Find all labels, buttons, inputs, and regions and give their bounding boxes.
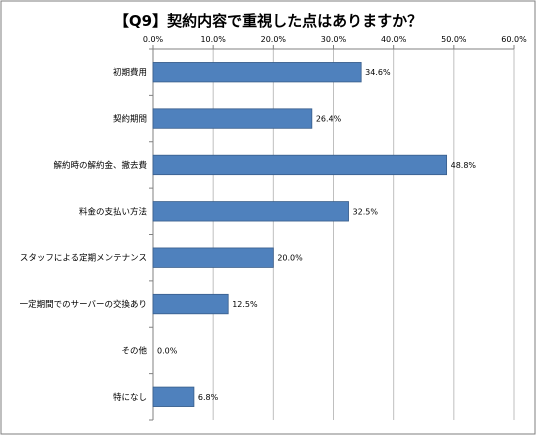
bar: [152, 247, 274, 268]
bar: [152, 108, 313, 129]
x-tick-label: 30.0%: [321, 35, 347, 44]
bar: [152, 293, 229, 315]
data-label: 32.5%: [353, 207, 379, 216]
bar: [152, 62, 362, 83]
x-tick-label: 60.0%: [501, 35, 527, 44]
category-label: 特になし: [113, 392, 147, 403]
chart-title: 【Q9】契約内容で重視した点はありますか？: [114, 12, 422, 30]
category-label: 一定期間でのサーバーの交換あり: [20, 299, 147, 310]
category-label: 契約期間: [113, 114, 147, 125]
x-tick-label: 50.0%: [441, 35, 467, 44]
category-label: 解約時の解約金、撤去費: [53, 160, 147, 171]
category-label: 料金の支払い方法: [79, 206, 147, 217]
category-label: スタッフによる定期メンテナンス: [20, 253, 147, 264]
category-label: 初期費用: [113, 67, 147, 78]
data-label: 6.8%: [198, 393, 219, 402]
bar: [152, 201, 349, 222]
data-label: 12.5%: [232, 300, 258, 309]
plot-area: 0.0% 10.0% 20.0% 30.0% 40.0% 50.0% 60.0% 初期費用 34…: [20, 35, 527, 421]
data-label: 20.0%: [277, 254, 303, 263]
bar: [152, 386, 195, 407]
x-tick-label: 40.0%: [381, 35, 407, 44]
x-tick-label: 10.0%: [200, 35, 226, 44]
data-label: 26.4%: [316, 115, 342, 124]
data-label: 48.8%: [451, 161, 477, 170]
x-tick-label: 0.0%: [143, 35, 164, 44]
bar: [152, 154, 448, 176]
category-label: その他: [121, 345, 147, 356]
x-tick-label: 20.0%: [261, 35, 287, 44]
data-label: 0.0%: [157, 346, 178, 355]
data-label: 34.6%: [365, 68, 391, 77]
